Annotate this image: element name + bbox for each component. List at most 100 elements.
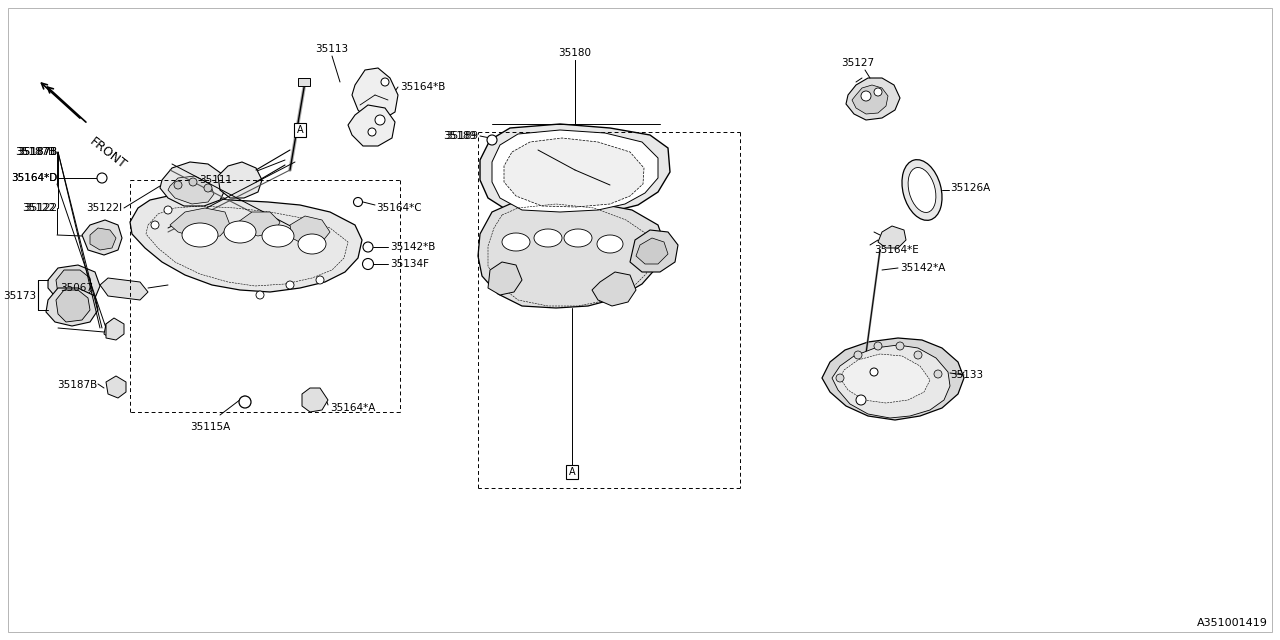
Polygon shape <box>480 124 669 215</box>
Text: 35164*C: 35164*C <box>376 203 421 213</box>
Text: 35164*D: 35164*D <box>10 173 58 183</box>
Polygon shape <box>291 216 330 245</box>
Polygon shape <box>852 85 888 114</box>
Text: 35164*B: 35164*B <box>399 82 445 92</box>
Text: 35067: 35067 <box>60 283 93 293</box>
Circle shape <box>369 128 376 136</box>
Text: 35164*E: 35164*E <box>874 245 919 255</box>
Polygon shape <box>504 138 644 207</box>
Text: 35111: 35111 <box>198 175 232 185</box>
Text: A: A <box>297 125 303 135</box>
Circle shape <box>316 276 324 284</box>
Polygon shape <box>170 208 230 238</box>
Ellipse shape <box>182 223 218 247</box>
Circle shape <box>285 281 294 289</box>
Circle shape <box>381 78 389 86</box>
Polygon shape <box>160 162 227 206</box>
Text: 35187B: 35187B <box>56 380 97 390</box>
Circle shape <box>204 184 212 192</box>
Polygon shape <box>492 130 658 212</box>
Ellipse shape <box>224 221 256 243</box>
Bar <box>298 78 310 86</box>
Text: 35122: 35122 <box>24 203 58 213</box>
Polygon shape <box>104 320 122 338</box>
Ellipse shape <box>262 225 294 247</box>
Text: 35142*B: 35142*B <box>390 242 435 252</box>
Text: 35133: 35133 <box>950 370 983 380</box>
Polygon shape <box>56 270 92 301</box>
Circle shape <box>854 351 861 359</box>
Circle shape <box>375 115 385 125</box>
Polygon shape <box>348 105 396 146</box>
Polygon shape <box>832 345 950 418</box>
Circle shape <box>362 259 374 269</box>
Circle shape <box>189 178 197 186</box>
Polygon shape <box>46 288 99 326</box>
Polygon shape <box>100 278 148 300</box>
Polygon shape <box>302 388 328 412</box>
Circle shape <box>914 351 922 359</box>
Text: 35113: 35113 <box>315 44 348 54</box>
Ellipse shape <box>596 235 623 253</box>
Polygon shape <box>630 230 678 272</box>
Polygon shape <box>488 262 522 295</box>
Text: 35180: 35180 <box>558 48 591 58</box>
Polygon shape <box>82 220 122 255</box>
Text: 35142*A: 35142*A <box>900 263 946 273</box>
Text: 35126A: 35126A <box>950 183 991 193</box>
Polygon shape <box>131 196 362 292</box>
Polygon shape <box>238 212 280 236</box>
Circle shape <box>934 370 942 378</box>
Text: 35122: 35122 <box>22 203 55 213</box>
Ellipse shape <box>564 229 591 247</box>
Text: 35187B: 35187B <box>15 147 55 157</box>
Polygon shape <box>106 318 124 340</box>
Text: 35189: 35189 <box>445 131 477 141</box>
Text: 35122I: 35122I <box>86 203 122 213</box>
Circle shape <box>353 198 362 207</box>
Circle shape <box>97 173 108 183</box>
Polygon shape <box>878 226 906 248</box>
Circle shape <box>896 342 904 350</box>
Ellipse shape <box>908 168 936 212</box>
Circle shape <box>256 291 264 299</box>
Ellipse shape <box>902 159 942 220</box>
Text: 35127: 35127 <box>841 58 874 68</box>
Polygon shape <box>90 228 116 250</box>
Circle shape <box>870 368 878 376</box>
Circle shape <box>174 181 182 189</box>
Polygon shape <box>56 290 90 322</box>
Circle shape <box>364 242 372 252</box>
Circle shape <box>164 206 172 214</box>
Ellipse shape <box>298 234 326 254</box>
Text: A351001419: A351001419 <box>1197 618 1268 628</box>
Polygon shape <box>106 376 125 398</box>
Polygon shape <box>49 265 100 304</box>
Polygon shape <box>822 338 964 420</box>
Circle shape <box>239 396 251 408</box>
Polygon shape <box>591 272 636 306</box>
Ellipse shape <box>502 233 530 251</box>
Circle shape <box>874 88 882 96</box>
Ellipse shape <box>534 229 562 247</box>
Circle shape <box>856 395 867 405</box>
Polygon shape <box>352 68 398 120</box>
Text: A: A <box>568 467 575 477</box>
Circle shape <box>486 135 497 145</box>
Text: FRONT: FRONT <box>87 135 129 172</box>
Text: 35173: 35173 <box>3 291 36 301</box>
Text: 35187B: 35187B <box>17 147 58 157</box>
Polygon shape <box>477 200 666 308</box>
Circle shape <box>874 342 882 350</box>
Text: 35164*A: 35164*A <box>330 403 375 413</box>
Text: 35187B: 35187B <box>17 147 58 157</box>
Text: 35164*D: 35164*D <box>10 173 58 183</box>
Text: 35134F: 35134F <box>390 259 429 269</box>
Polygon shape <box>636 238 668 264</box>
Text: 35189: 35189 <box>443 131 476 141</box>
Polygon shape <box>218 162 262 198</box>
Polygon shape <box>168 176 214 204</box>
Polygon shape <box>846 78 900 120</box>
Circle shape <box>836 374 844 382</box>
Circle shape <box>861 91 870 101</box>
